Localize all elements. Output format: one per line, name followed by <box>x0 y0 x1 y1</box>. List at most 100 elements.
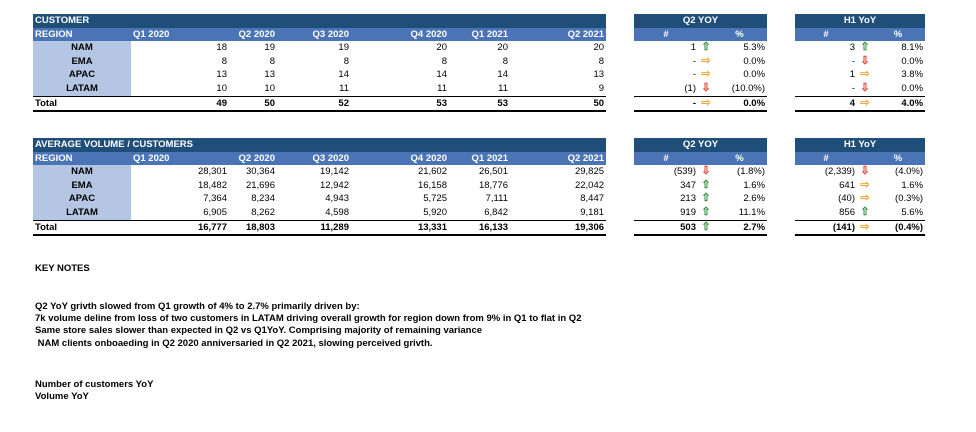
quarter-header: Q1 2021 <box>449 151 510 166</box>
total-cell: 11,289 <box>277 219 351 237</box>
value-cell: 22,042 <box>574 179 605 191</box>
delta-count: (539) <box>673 166 696 178</box>
delta-percent: 3.8% <box>901 69 924 81</box>
total-row: (141) ⇨ (0.4%) <box>795 219 926 237</box>
value-cell: 11 <box>339 82 349 94</box>
quarter-header: Q2 2020 <box>229 27 277 42</box>
percent-header: % <box>871 27 926 42</box>
total-cell: 18,803 <box>229 219 277 237</box>
value-cell: 29,825 <box>574 166 605 178</box>
value-cell: 8 <box>441 55 447 67</box>
value-cell: 10 <box>264 82 275 94</box>
right-arrow-icon: ⇨ <box>860 192 870 205</box>
right-arrow-icon: ⇨ <box>701 68 711 81</box>
percent-header: % <box>712 27 768 42</box>
quarter-header: Q2 2021 <box>510 151 607 166</box>
value-cell: 14 <box>338 69 349 81</box>
value-cell: 7,364 <box>203 193 227 205</box>
value-cell: 13 <box>216 69 227 81</box>
table-row: 1 ⇧ 5.3% <box>634 41 767 55</box>
total-cell: 50 <box>229 95 277 113</box>
customer-title-row: CUSTOMER <box>33 14 607 28</box>
value-cell: 13 <box>264 69 275 81</box>
customer-title: CUSTOMER <box>33 14 607 28</box>
total-cell: 53 <box>351 95 449 113</box>
total-row: 4 ⇨ 4.0% <box>795 95 926 113</box>
delta-count: 856 <box>839 206 855 218</box>
delta-count: 3 <box>849 42 855 54</box>
table-row: 641 ⇨ 1.6% <box>795 179 925 193</box>
quarter-header: Q3 2020 <box>277 27 351 42</box>
region-cell: EMA <box>33 54 131 69</box>
delta-percent: 5.3% <box>743 42 766 54</box>
table-row: 347 ⇧ 1.6% <box>634 179 767 193</box>
table-row: - ⇨ 0.0% <box>634 55 767 69</box>
quarter-header: Q4 2020 <box>351 27 449 42</box>
value-cell: 8,234 <box>251 193 275 205</box>
footer-notes: Number of customers YoY Volume YoY <box>35 379 153 403</box>
total-label: Total <box>33 95 131 113</box>
delta-percent: 0.0% <box>712 95 768 113</box>
quarter-header: Q3 2020 <box>277 151 351 166</box>
delta-percent: (4.0%) <box>895 166 924 178</box>
delta-percent: 0.0% <box>901 82 924 94</box>
note-line: 7k volume deline from loss of two custom… <box>35 313 582 325</box>
value-cell: 9,181 <box>580 206 605 218</box>
table-row: NAM 28,301 30,364 19,142 21,602 26,501 2… <box>33 165 606 179</box>
delta-count: 347 <box>680 179 696 191</box>
delta-percent: 4.0% <box>871 95 926 113</box>
delta-count: - <box>634 95 698 113</box>
total-cell: 13,331 <box>351 219 449 237</box>
delta-percent: 0.0% <box>901 55 924 67</box>
right-arrow-icon: ⇨ <box>701 96 711 109</box>
quarter-header: Q1 2020 <box>131 27 229 42</box>
delta-count: 4 <box>795 95 857 113</box>
delta-percent: 0.0% <box>743 69 766 81</box>
region-cell: NAM <box>33 41 131 55</box>
volume-table: AVERAGE VOLUME / CUSTOMERS REGION Q1 202… <box>33 138 607 237</box>
delta-percent: (10.0%) <box>731 82 766 94</box>
quarter-header: Q1 2021 <box>449 27 510 42</box>
delta-count: - <box>851 82 855 94</box>
value-cell: 12,942 <box>319 179 349 191</box>
value-cell: 19,142 <box>319 166 349 178</box>
total-row: Total 16,777 18,803 11,289 13,331 16,133… <box>33 219 607 237</box>
footer-line: Number of customers YoY <box>35 379 154 390</box>
right-arrow-icon: ⇨ <box>701 54 711 67</box>
table-row: APAC 7,364 8,234 4,943 5,725 7,111 8,447 <box>33 192 606 206</box>
value-cell: 18,482 <box>197 179 227 191</box>
value-cell: 4,943 <box>325 193 349 205</box>
region-header: REGION <box>33 151 131 166</box>
value-cell: 30,364 <box>245 166 275 178</box>
table-row: (2,339) ⇩ (4.0%) <box>795 165 925 179</box>
yoy-title: H1 YoY <box>795 14 926 28</box>
value-cell: 5,920 <box>423 206 447 218</box>
note-line: Q2 YoY grivth slowed from Q1 growth of 4… <box>35 301 360 312</box>
delta-percent: 1.6% <box>743 179 766 191</box>
key-notes-body: Q2 YoY grivth slowed from Q1 growth of 4… <box>35 301 581 350</box>
value-cell: 16,158 <box>417 179 447 191</box>
table-row: EMA 18,482 21,696 12,942 16,158 18,776 2… <box>33 178 606 193</box>
table-row: 856 ⇧ 5.6% <box>795 206 925 220</box>
value-cell: 8,262 <box>251 206 275 218</box>
value-cell: 8 <box>598 55 605 67</box>
region-cell: NAM <box>33 165 131 179</box>
value-cell: 20 <box>593 42 605 54</box>
value-cell: 11 <box>498 82 508 94</box>
customer-header-row: REGION Q1 2020 Q2 2020 Q3 2020 Q4 2020 Q… <box>33 27 607 42</box>
total-cell: 19,306 <box>510 219 607 237</box>
value-cell: 13 <box>593 69 605 81</box>
value-cell: 21,602 <box>417 166 447 178</box>
yoy-title: Q2 YOY <box>634 138 768 152</box>
delta-count: 1 <box>690 42 696 54</box>
table-row: (539) ⇩ (1.8%) <box>634 165 767 179</box>
down-arrow-icon: ⇩ <box>860 81 870 94</box>
table-row: APAC 13 13 14 14 14 13 <box>33 68 606 82</box>
value-cell: 4,598 <box>325 206 349 218</box>
quarter-header: Q2 2020 <box>229 151 277 166</box>
table-row: 919 ⇧ 11.1% <box>634 206 767 220</box>
value-cell: 8 <box>343 55 349 67</box>
up-arrow-icon: ⇧ <box>701 178 711 191</box>
right-arrow-icon: ⇨ <box>860 96 870 109</box>
region-cell: EMA <box>33 178 131 193</box>
